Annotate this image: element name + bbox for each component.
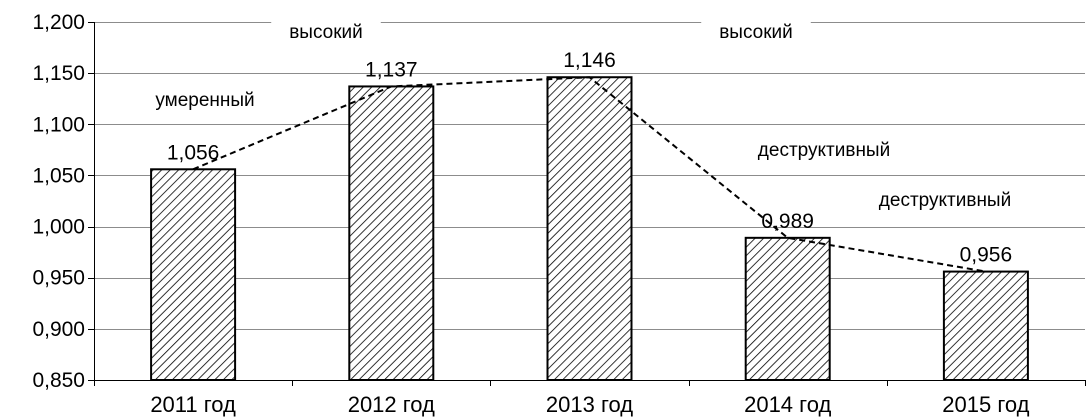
bar xyxy=(150,168,237,381)
x-tick-label: 2015 год xyxy=(942,392,1029,417)
y-tick-label: 0,950 xyxy=(32,267,85,290)
x-tick-label: 2011 год xyxy=(150,392,236,417)
data-label: 1,146 xyxy=(563,49,616,72)
annotation-label: высокий xyxy=(289,22,363,43)
bar xyxy=(546,76,633,381)
data-label: 0,956 xyxy=(960,244,1013,267)
annotation-label: высокий xyxy=(719,22,793,43)
x-tick-label: 2014 год xyxy=(744,392,831,417)
y-tick-label: 0,900 xyxy=(32,318,85,341)
bar xyxy=(744,236,831,381)
y-tick-label: 1,100 xyxy=(32,113,85,136)
trend-line xyxy=(192,76,987,273)
y-tick-label: 1,050 xyxy=(32,164,85,187)
bar xyxy=(348,85,435,381)
labels: умеренный высокий высокий деструктивный дест… xyxy=(32,11,1029,417)
x-tick-label: 2013 год xyxy=(546,392,633,417)
x-tick-label: 2012 год xyxy=(348,392,435,417)
data-label: 1,137 xyxy=(365,58,418,81)
y-tick-label: 1,200 xyxy=(32,11,85,34)
bar xyxy=(942,270,1029,382)
bars xyxy=(150,76,1029,382)
annotation-label: деструктивный xyxy=(758,140,890,161)
trend-line-group xyxy=(192,76,987,273)
data-label: 1,056 xyxy=(167,141,220,164)
y-tick-label: 1,150 xyxy=(32,62,85,85)
annotation-label: деструктивный xyxy=(879,190,1011,211)
annotation-label: умеренный xyxy=(155,90,254,111)
y-tick-label: 1,000 xyxy=(32,216,85,239)
data-label: 0,989 xyxy=(761,210,814,233)
y-tick-label: 0,850 xyxy=(32,369,85,392)
